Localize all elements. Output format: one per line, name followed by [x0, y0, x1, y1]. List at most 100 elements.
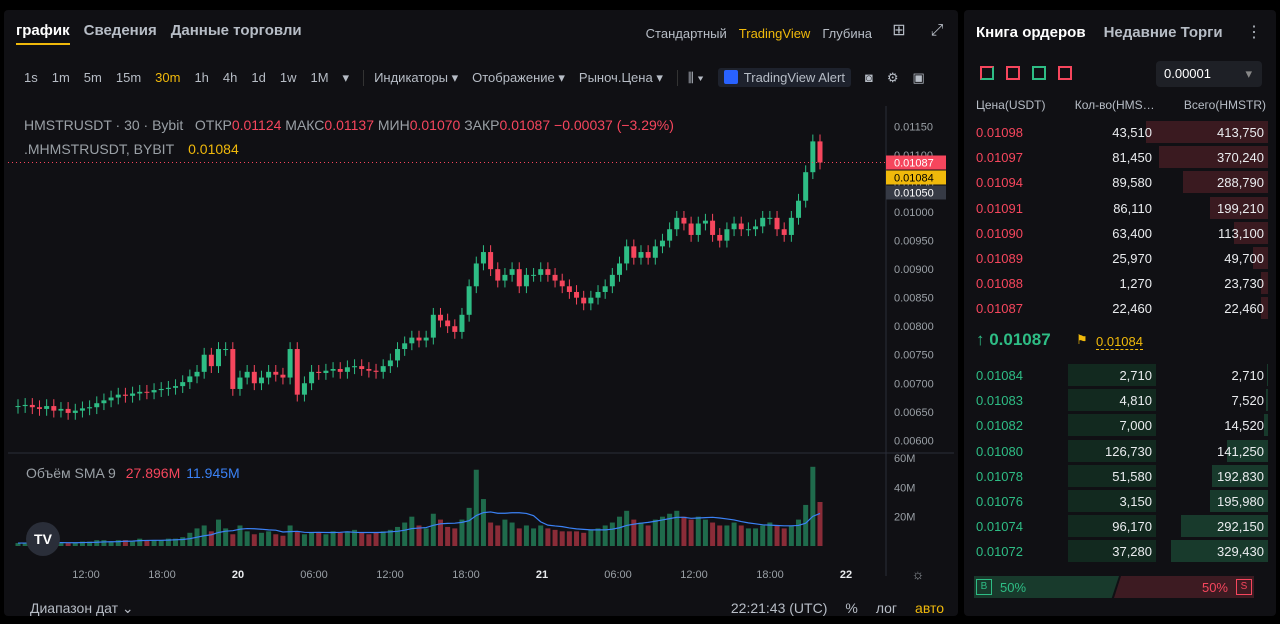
tick-size-select[interactable]: 0.00001 — [1156, 61, 1262, 87]
interval-4h[interactable]: 4h — [222, 70, 238, 85]
percent-toggle[interactable]: % — [845, 600, 858, 616]
candle-body — [731, 223, 737, 230]
price-type-button[interactable]: Рыноч.Цена ▾ — [578, 69, 663, 85]
candle-body — [473, 263, 479, 287]
bid-row[interactable]: 0.01083 4,810 7,520 — [972, 388, 1268, 412]
bid-row[interactable]: 0.01076 3,150 195,980 — [972, 489, 1268, 513]
candle-body — [94, 403, 100, 408]
total-cell: 141,250 — [1217, 443, 1264, 459]
expand-icon[interactable]: ⤢ — [930, 22, 944, 39]
total-cell: 49,700 — [1224, 251, 1264, 266]
layout-bids-icon[interactable] — [1032, 66, 1046, 80]
ask-row[interactable]: 0.01097 81,450 370,240 — [972, 145, 1268, 169]
candle-body — [409, 337, 415, 344]
auto-toggle[interactable]: авто — [915, 600, 944, 616]
settings-icon[interactable]: ⚙ — [886, 69, 899, 85]
bid-row[interactable]: 0.01072 37,280 329,430 — [972, 539, 1268, 563]
candle-type-icon[interactable]: ⫼ ▾ — [687, 69, 704, 85]
price-tag — [886, 155, 946, 170]
interval-1d[interactable]: 1d — [251, 70, 266, 85]
layout-asks-icon[interactable] — [1006, 66, 1020, 80]
interval-15m[interactable]: 15m — [115, 70, 142, 85]
qty-depth-bar — [1068, 389, 1156, 412]
candle-body — [280, 374, 286, 378]
tradingview-logo-icon[interactable]: TV — [26, 522, 60, 556]
ask-row[interactable]: 0.01087 22,460 22,460 — [972, 296, 1268, 320]
volume-bar — [702, 519, 708, 546]
candle-body — [652, 246, 658, 258]
volume-bar — [745, 528, 751, 546]
candle-body — [330, 368, 336, 371]
tab-trading-data[interactable]: Данные торговли — [170, 22, 302, 39]
volume-bar — [774, 525, 780, 546]
display-button[interactable]: Отображение ▾ — [472, 69, 565, 85]
ask-row[interactable]: 0.01098 43,510 413,750 — [972, 120, 1268, 144]
layout-grid-icon[interactable]: ⊞ — [892, 22, 906, 39]
interval-1h[interactable]: 1h — [194, 70, 209, 85]
interval-1m[interactable]: 1m — [51, 70, 70, 85]
tab-chart[interactable]: график — [16, 22, 70, 45]
qty-depth-bar — [1068, 490, 1156, 512]
tab-orderbook[interactable]: Книга ордеров — [976, 24, 1086, 41]
view-depth[interactable]: Глубина — [822, 26, 872, 41]
col-qty: Кол-во(HMS… — [1074, 98, 1155, 112]
candle-body — [251, 371, 257, 384]
candle-body — [480, 252, 486, 264]
depth-bar — [1234, 221, 1268, 244]
tab-info[interactable]: Сведения — [83, 22, 157, 39]
ask-row[interactable]: 0.01091 86,110 199,210 — [972, 196, 1268, 220]
bid-row[interactable]: 0.01084 2,710 2,710 — [972, 363, 1268, 387]
volume-bar — [72, 543, 78, 546]
tab-recent-trades[interactable]: Недавние Торги — [1103, 24, 1223, 41]
ask-row[interactable]: 0.01089 25,970 49,700 — [972, 246, 1268, 270]
candle-body — [15, 406, 21, 408]
volume-bar — [753, 528, 759, 546]
qty-depth-bar — [1068, 464, 1156, 487]
view-tradingview[interactable]: TradingView — [738, 26, 811, 41]
total-cell: 192,830 — [1217, 468, 1264, 484]
bid-row[interactable]: 0.01078 51,580 192,830 — [972, 464, 1268, 488]
bid-row[interactable]: 0.01074 96,170 292,150 — [972, 514, 1268, 538]
ask-row[interactable]: 0.01090 63,400 113,100 — [972, 221, 1268, 245]
qty-cell: 7,000 — [1119, 418, 1152, 434]
y-tick-label: 0.00800 — [894, 321, 934, 333]
candle-body — [624, 246, 630, 264]
bid-row[interactable]: 0.01082 7,000 14,520 — [972, 413, 1268, 437]
indicators-button[interactable]: Индикаторы ▾ — [374, 69, 459, 85]
date-range-button[interactable]: Диапазон дат ⌄ — [30, 600, 134, 616]
interval-1s[interactable]: 1s — [24, 70, 38, 85]
candle-body — [466, 286, 472, 315]
mark-price[interactable]: 0.01084 — [1096, 334, 1143, 350]
volume-value: 27.896M — [125, 465, 181, 481]
volume-bar — [667, 513, 673, 546]
interval-1w[interactable]: 1w — [279, 70, 297, 85]
interval-1M[interactable]: 1M — [310, 70, 329, 85]
depth-bar — [1261, 297, 1268, 320]
price-cell: 0.01088 — [976, 276, 1023, 292]
candle-body — [595, 291, 601, 298]
interval-5m[interactable]: 5m — [83, 70, 102, 85]
volume-bar — [208, 531, 214, 546]
volume-bar — [330, 531, 336, 546]
log-toggle[interactable]: лог — [875, 600, 898, 616]
layout-alt-icon[interactable] — [1058, 66, 1072, 80]
tradingview-alert-button[interactable]: TradingView Alert — [717, 68, 851, 87]
fullscreen-icon[interactable]: ▣ — [912, 69, 925, 85]
view-standard[interactable]: Стандартный — [645, 26, 727, 41]
open-value: 0.01124 — [231, 117, 282, 133]
camera-icon[interactable]: ◙ — [864, 70, 873, 85]
qty-depth-bar — [1068, 439, 1156, 462]
candlestick-chart[interactable]: 0.011500.011000.010500.010000.009500.009… — [8, 106, 954, 592]
interval-30m[interactable]: 30m — [155, 70, 181, 85]
layout-both-icon[interactable] — [980, 66, 994, 80]
ask-row[interactable]: 0.01088 1,270 23,730 — [972, 271, 1268, 295]
interval-dropdown-icon[interactable]: ▾ — [342, 69, 350, 85]
more-icon[interactable]: ⋮ — [1246, 24, 1262, 41]
candle-body — [22, 404, 28, 407]
bid-row[interactable]: 0.01080 126,730 141,250 — [972, 439, 1268, 463]
candle-body — [151, 390, 157, 393]
close-label: ЗАКР — [464, 117, 500, 133]
ask-row[interactable]: 0.01094 89,580 288,790 — [972, 170, 1268, 194]
candle-body — [753, 226, 759, 230]
candle-body — [72, 410, 78, 413]
